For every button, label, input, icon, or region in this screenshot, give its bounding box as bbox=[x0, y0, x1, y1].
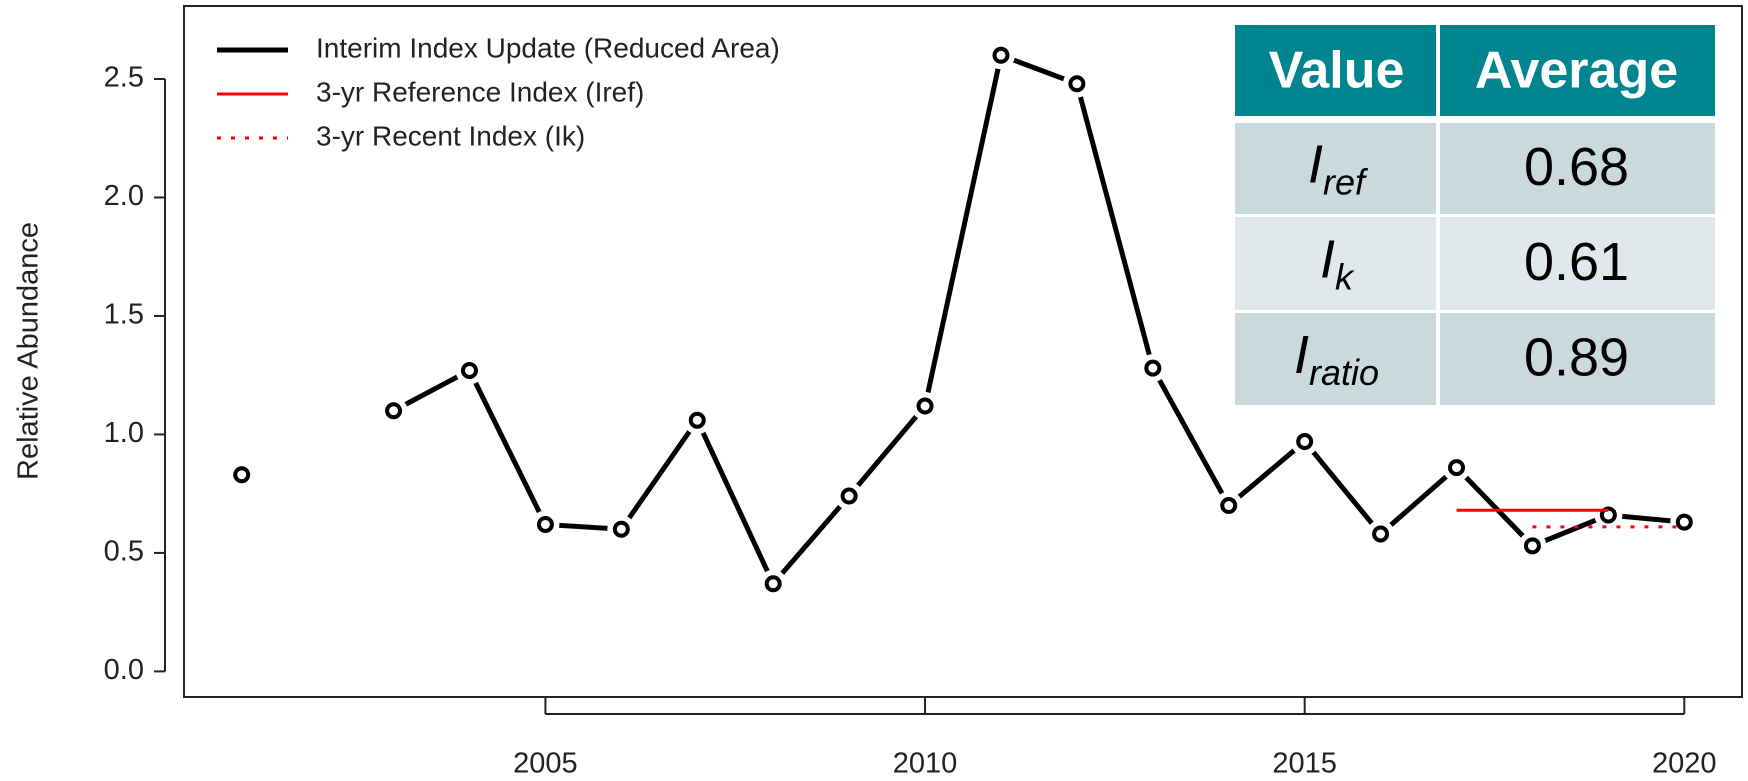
table-cell bbox=[1440, 313, 1715, 405]
symbol: I bbox=[1320, 230, 1335, 290]
y-axis-label: Relative Abundance bbox=[13, 222, 45, 480]
table-cell bbox=[1235, 217, 1436, 310]
y-tick-label: 1.5 bbox=[104, 299, 144, 331]
table-cell bbox=[1440, 123, 1715, 214]
data-point-ring bbox=[612, 520, 630, 538]
y-tick-label: 0.5 bbox=[104, 536, 144, 568]
data-point-ring bbox=[840, 487, 858, 505]
data-point-ring bbox=[1675, 513, 1693, 531]
plot-box bbox=[183, 5, 1743, 698]
row-value: 0.61 bbox=[1524, 232, 1629, 292]
data-point-ring bbox=[1372, 525, 1390, 543]
subscript: ref bbox=[1323, 161, 1369, 202]
data-point-ring bbox=[688, 411, 706, 429]
data-point-ring bbox=[460, 361, 478, 379]
data-point-ring bbox=[1448, 459, 1466, 477]
table-cell bbox=[1440, 217, 1715, 310]
legend-label: Interim Index Update (Reduced Area) bbox=[316, 32, 780, 63]
legend-label: 3-yr Reference Index (Iref) bbox=[316, 76, 644, 107]
x-tick-label: 2015 bbox=[1272, 748, 1337, 780]
x-tick-label: 2010 bbox=[893, 748, 958, 780]
row-value: 0.68 bbox=[1524, 137, 1629, 197]
data-point-ring bbox=[1220, 497, 1238, 515]
table-header: Value bbox=[1269, 42, 1405, 100]
data-point-ring bbox=[1296, 433, 1314, 451]
table-header-cell bbox=[1440, 25, 1715, 116]
data-point-ring bbox=[1523, 537, 1541, 555]
x-tick-label: 2020 bbox=[1652, 748, 1717, 780]
row-value: 0.89 bbox=[1524, 327, 1629, 387]
y-tick-label: 1.0 bbox=[104, 417, 144, 449]
table-header: Average bbox=[1475, 42, 1678, 100]
table-cell bbox=[1235, 313, 1436, 405]
data-point-ring bbox=[1068, 75, 1086, 93]
row-symbol: Ik bbox=[1320, 230, 1355, 297]
y-tick-label: 0.0 bbox=[104, 654, 144, 686]
y-tick-label: 2.5 bbox=[104, 62, 144, 94]
row-symbol: Iratio bbox=[1294, 325, 1379, 392]
data-point-ring bbox=[385, 402, 403, 420]
data-point-ring bbox=[233, 466, 251, 484]
symbol: I bbox=[1308, 135, 1323, 195]
data-point-ring bbox=[992, 46, 1010, 64]
subscript: ratio bbox=[1309, 352, 1379, 393]
subscript: k bbox=[1335, 256, 1355, 297]
table-header-cell bbox=[1235, 25, 1436, 116]
symbol: I bbox=[1294, 325, 1309, 385]
y-tick-label: 2.0 bbox=[104, 180, 144, 212]
legend-label: 3-yr Recent Index (Ik) bbox=[316, 120, 585, 151]
data-point-ring bbox=[1144, 359, 1162, 377]
data-point-ring bbox=[916, 397, 934, 415]
table-cell bbox=[1235, 123, 1436, 214]
data-point-ring bbox=[536, 515, 554, 533]
x-tick-label: 2005 bbox=[513, 748, 578, 780]
data-point-ring bbox=[764, 575, 782, 593]
row-symbol: Iref bbox=[1308, 135, 1369, 202]
